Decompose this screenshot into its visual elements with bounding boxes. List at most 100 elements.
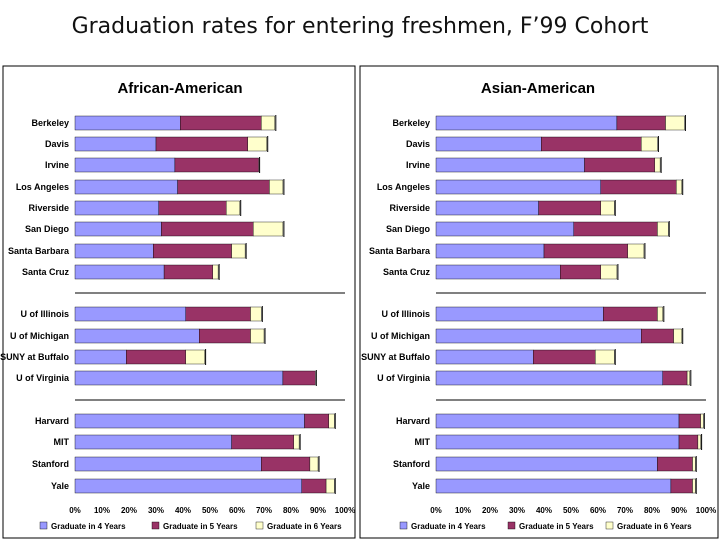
bar-segment (435, 243, 545, 259)
bar-segment (627, 243, 645, 259)
legend-swatch (255, 521, 264, 530)
chart-panel-0: African-American Berkeley Davis Irvine Los A… (0, 65, 356, 539)
x-tick-label: 80% (644, 506, 660, 515)
bar-segment (641, 136, 658, 152)
bar-segment (435, 157, 585, 173)
x-tick-label: 90% (671, 506, 687, 515)
panel-frame (359, 65, 719, 539)
category-label: San Diego (386, 224, 431, 234)
legend-swatch (151, 521, 160, 530)
bar-segment (435, 349, 534, 365)
bar-segment (261, 456, 311, 472)
category-label: Los Angeles (377, 182, 430, 192)
bar-segment (282, 370, 316, 386)
bar-segment (261, 115, 275, 131)
bar-segment (74, 221, 162, 237)
bar-segment (153, 243, 232, 259)
x-tick-label: 40% (175, 506, 191, 515)
bar-segment (584, 157, 655, 173)
bar-segment (293, 434, 300, 450)
category-label: San Diego (25, 224, 70, 234)
bar-segment (328, 413, 335, 429)
bar-segment (74, 370, 284, 386)
bar-segment (435, 306, 604, 322)
category-label: Davis (45, 139, 69, 149)
x-tick-label: 60% (229, 506, 245, 515)
bar-segment (573, 221, 658, 237)
x-tick-label: 20% (121, 506, 137, 515)
bar-segment (678, 413, 701, 429)
bar-segment (435, 136, 542, 152)
category-label: U of Illinois (21, 309, 70, 319)
bar-segment (185, 349, 205, 365)
bar-segment (657, 456, 693, 472)
category-label: U of Michigan (10, 331, 69, 341)
category-label: Riverside (389, 203, 430, 213)
category-label: Santa Barbara (8, 246, 70, 256)
bar-segment (543, 243, 628, 259)
bar-segment (252, 221, 284, 237)
bar-segment (435, 413, 680, 429)
bar-segment (697, 434, 701, 450)
bar-segment (74, 243, 154, 259)
x-tick-label: 0% (69, 506, 81, 515)
bar-segment (533, 349, 596, 365)
bar-segment (435, 264, 561, 280)
bar-segment (74, 456, 262, 472)
bar-segment (435, 179, 601, 195)
bar-segment (177, 179, 270, 195)
x-tick-label: 50% (202, 506, 218, 515)
x-tick-label: 100% (335, 506, 355, 515)
legend-swatch (399, 521, 408, 530)
legend-label: Graduate in 6 Years (617, 522, 692, 531)
x-tick-label: 50% (563, 506, 579, 515)
bar-segment (74, 306, 186, 322)
category-label: MIT (54, 437, 70, 447)
bar-segment (657, 221, 669, 237)
legend-swatch (605, 521, 614, 530)
bar-segment (692, 478, 696, 494)
x-tick-label: 40% (536, 506, 552, 515)
x-tick-label: 90% (310, 506, 326, 515)
category-label: SUNY at Buffalo (0, 352, 69, 362)
x-tick-label: 0% (430, 506, 442, 515)
bar-segment (676, 179, 682, 195)
bar-segment (231, 434, 294, 450)
x-tick-label: 30% (148, 506, 164, 515)
bar-segment (435, 200, 539, 216)
bar-segment (250, 328, 265, 344)
category-label: U of Michigan (371, 331, 430, 341)
bar-segment (174, 157, 259, 173)
bar-segment (435, 434, 680, 450)
legend-label: Graduate in 4 Years (51, 522, 126, 531)
category-label: Harvard (396, 416, 430, 426)
bar-segment (74, 136, 157, 152)
bar-segment (435, 456, 658, 472)
bar-segment (74, 434, 232, 450)
bar-segment (700, 413, 704, 429)
bar-segment (180, 115, 262, 131)
x-tick-label: 60% (590, 506, 606, 515)
bar-segment (435, 221, 574, 237)
bar-segment (560, 264, 601, 280)
bar-segment (325, 478, 335, 494)
category-label: U of Virginia (377, 373, 431, 383)
category-label: Yale (51, 481, 69, 491)
bar-segment (670, 478, 693, 494)
bar-segment (74, 349, 127, 365)
bar-segment (665, 115, 685, 131)
category-label: Santa Barbara (369, 246, 431, 256)
bar-segment (541, 136, 642, 152)
bar-segment (231, 243, 246, 259)
chart-title: African-American (117, 80, 242, 97)
bar-segment (212, 264, 219, 280)
category-label: Davis (406, 139, 430, 149)
category-label: Irvine (406, 160, 430, 170)
bar-segment (158, 200, 227, 216)
bar-segment (600, 264, 618, 280)
bar-segment (657, 306, 664, 322)
category-label: Stanford (32, 459, 69, 469)
bar-segment (161, 221, 254, 237)
legend-swatch (507, 521, 516, 530)
